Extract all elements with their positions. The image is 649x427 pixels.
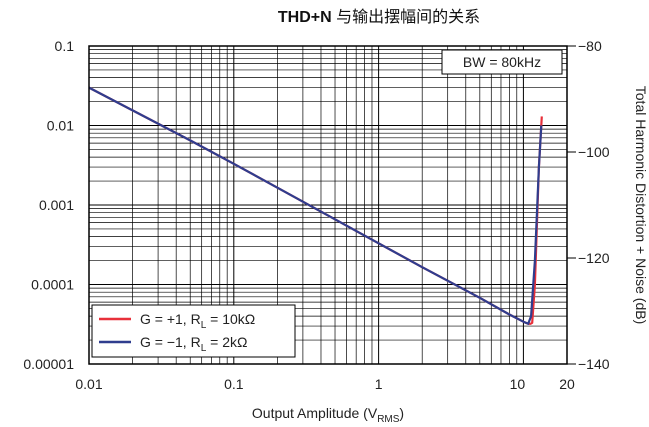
y-tick-label: 0.0001: [31, 277, 74, 293]
axis-ticks: 0.01 0.1 1 10 20 0.1 0.01 0.001 0.0001 0.00001 −80…: [23, 38, 609, 392]
x-tick-label: 0.01: [75, 376, 102, 392]
x-tick-label: 20: [559, 376, 575, 392]
series-line-2: [88, 86, 543, 325]
y-tick-label: 0.001: [39, 197, 74, 213]
y2-axis-label: Total Harmonic Distortion + Noise (dB): [633, 86, 649, 324]
y2-tick-label: −140: [578, 356, 610, 372]
x-axis-label: Output Amplitude (VRMS): [252, 405, 404, 425]
plot-frame: [88, 45, 568, 365]
legend-box: [91, 304, 296, 358]
chart-title-bold: THD+N: [278, 9, 332, 26]
y2-tick-label: −80: [578, 38, 602, 54]
annotation-text: BW = 80kHz: [463, 54, 541, 70]
y-tick-label: 0.00001: [23, 356, 74, 372]
legend: G = +1, RL = 10kΩ G = −1, RL = 2kΩ: [91, 304, 296, 358]
series-lines: [88, 86, 543, 325]
y-tick-label: 0.1: [55, 38, 75, 54]
y2-tick-label: −120: [578, 250, 610, 266]
bandwidth-annotation: BW = 80kHz: [441, 49, 563, 75]
annotation-box: [441, 49, 563, 75]
legend-label-series-2: G = −1, RL = 2kΩ: [140, 334, 247, 354]
y2-tick-label: −100: [578, 144, 610, 160]
x-tick-label: 0.1: [224, 376, 244, 392]
chart-title: THD+N 与输出摆幅间的关系: [278, 8, 480, 26]
x-tick-label: 10: [510, 376, 526, 392]
x-tick-label: 1: [375, 376, 383, 392]
chart-title-rest: 与输出摆幅间的关系: [332, 8, 480, 26]
y-tick-label: 0.01: [47, 118, 74, 134]
legend-label-series-1: G = +1, RL = 10kΩ: [140, 311, 255, 331]
